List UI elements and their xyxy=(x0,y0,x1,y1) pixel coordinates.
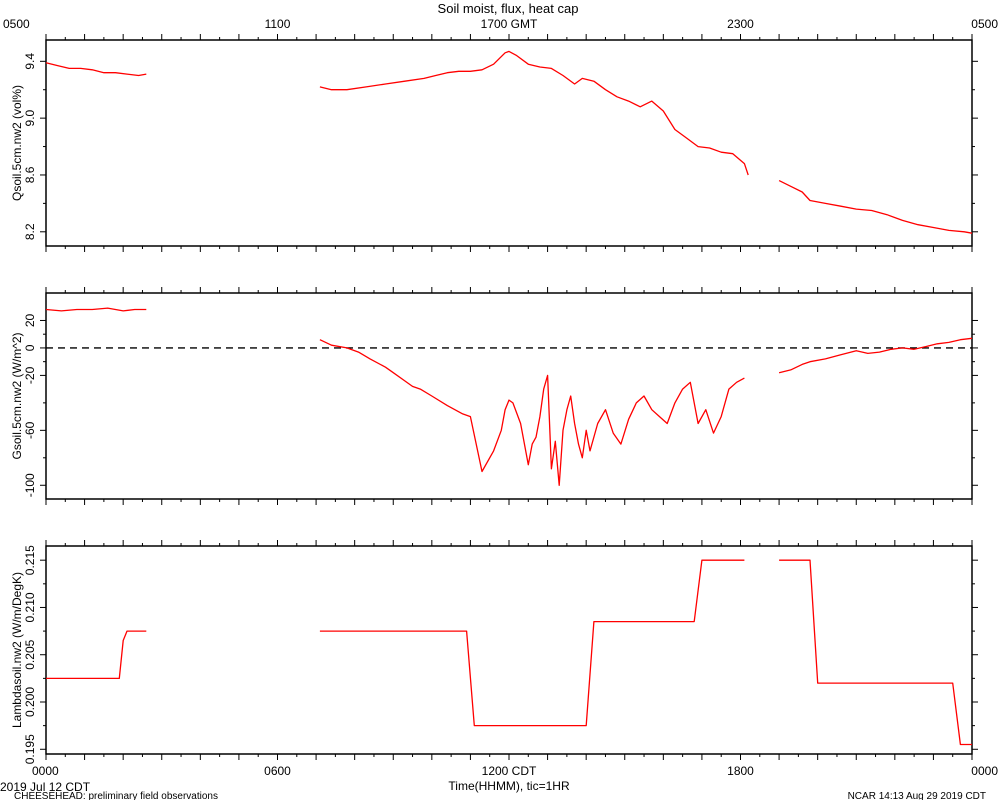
footer-left: CHEESEHEAD: preliminary field observatio… xyxy=(14,791,218,800)
y-tick-label: 9.4 xyxy=(23,53,37,70)
y-tick-label: 9.0 xyxy=(23,109,37,126)
bottom-axis-tick-label: 0600 xyxy=(264,764,291,778)
top-axis-tick-label: 0500 xyxy=(3,17,30,31)
series-line-segment-3 xyxy=(778,180,973,234)
panel-frame xyxy=(45,545,973,755)
series-line-segment-2 xyxy=(319,339,745,486)
y-tick-label: -100 xyxy=(23,473,37,497)
panel-2: -100 -60 -20 0 20 Gsoil.5cm.nw2 (W/m^2) xyxy=(10,287,978,505)
y-axis-label: Gsoil.5cm.nw2 (W/m^2) xyxy=(10,333,24,460)
y-tick-label: 0.205 xyxy=(23,639,37,669)
bottom-axis-tick-label: 1800 xyxy=(727,764,754,778)
series-line-segment-1 xyxy=(45,307,147,312)
series-line-segment-2 xyxy=(319,559,745,727)
panel-3: 0.195 0.200 0.205 0.210 0.215Lambdasoil.nw2 … xyxy=(10,540,978,764)
y-tick-label: 0.200 xyxy=(23,687,37,717)
chart-title: Soil moist, flux, heat cap xyxy=(438,1,579,16)
top-axis-tick-label: 0500 xyxy=(971,17,998,31)
panel-frame xyxy=(45,292,973,500)
bottom-axis-tick-label: 1200 CDT xyxy=(482,764,537,778)
y-tick-label: 0 xyxy=(23,344,37,351)
bottom-axis-label: Time(HHMM), tic=1HR xyxy=(448,779,570,793)
bottom-axis-tick-label: 0000 xyxy=(32,764,59,778)
y-tick-label: 0.195 xyxy=(23,734,37,764)
y-axis-label: Lambdasoil.nw2 (W/m/DegK) xyxy=(10,572,24,728)
panels: 8.2 8.6 9.0 9.4 Qsoil.5cm.nw2 (vol%) 0500 1100… xyxy=(3,17,998,778)
y-tick-label: 0.215 xyxy=(23,545,37,575)
y-tick-label: 20 xyxy=(23,313,37,327)
y-tick-label: 8.6 xyxy=(23,166,37,183)
y-tick-label: -60 xyxy=(23,421,37,439)
series-line-segment-3 xyxy=(779,559,972,746)
y-tick-label: 8.2 xyxy=(23,223,37,240)
top-axis-tick-label: 2300 xyxy=(727,17,754,31)
footer-right: NCAR 14:13 Aug 29 2019 CDT xyxy=(848,791,986,800)
series-line-segment-1 xyxy=(45,62,147,77)
bottom-axis-tick-label: 0000 xyxy=(971,764,998,778)
series-line-segment-3 xyxy=(778,337,973,374)
y-axis-label: Qsoil.5cm.nw2 (vol%) xyxy=(10,85,24,201)
series-line-segment-2 xyxy=(319,50,749,176)
top-axis-tick-label: 1100 xyxy=(265,17,291,31)
panel-1: 8.2 8.6 9.0 9.4 Qsoil.5cm.nw2 (vol%) xyxy=(10,34,978,252)
date-label: 2019 Jul 12 CDT xyxy=(0,780,91,794)
y-tick-label: 0.210 xyxy=(23,592,37,622)
y-tick-label: -20 xyxy=(23,366,37,384)
series-line-segment-1 xyxy=(46,630,147,680)
panel-frame xyxy=(45,39,973,247)
top-axis-tick-label: 1700 GMT xyxy=(481,17,538,31)
